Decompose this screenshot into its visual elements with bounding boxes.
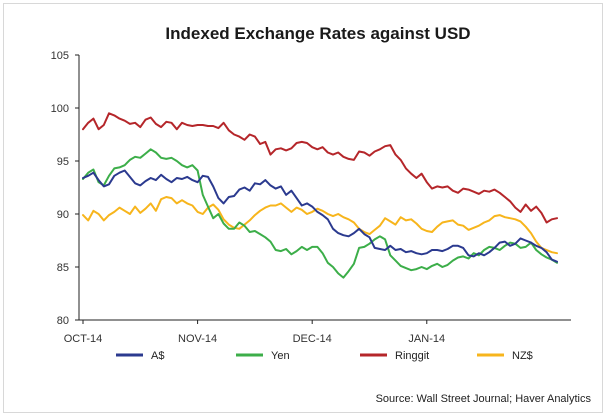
- series-line-nz: [82, 196, 558, 255]
- y-tick-label: 90: [57, 209, 69, 221]
- legend-label-a: A$: [151, 350, 164, 362]
- axes: [78, 55, 571, 321]
- legend-label-yen: Yen: [271, 350, 290, 362]
- x-tick-label: DEC-14: [293, 333, 332, 345]
- series-line-yen: [82, 148, 558, 279]
- y-tick-label: 100: [51, 103, 69, 115]
- y-tick-label: 80: [57, 315, 69, 327]
- y-tick-label: 105: [51, 50, 69, 62]
- x-tick-label: OCT-14: [64, 333, 103, 345]
- source-note: Source: Wall Street Journal; Haver Analy…: [376, 393, 592, 405]
- series-line-a: [82, 169, 558, 263]
- chart-frame: [3, 3, 603, 413]
- chart-title: Indexed Exchange Rates against USD: [165, 24, 470, 43]
- x-tick-label: JAN-14: [408, 333, 445, 345]
- legend-label-ringgit: Ringgit: [395, 350, 429, 362]
- y-tick-labels: 80 85 90 95 100 105: [51, 50, 79, 327]
- legend: A$ Yen Ringgit NZ$: [116, 350, 533, 362]
- y-tick-label: 95: [57, 156, 69, 168]
- x-tick-label: NOV-14: [178, 333, 217, 345]
- series-lines: [82, 112, 558, 279]
- series-line-ringgit: [82, 112, 558, 224]
- legend-label-nz: NZ$: [512, 350, 533, 362]
- y-tick-label: 85: [57, 262, 69, 274]
- x-tick-labels: OCT-14 NOV-14 DEC-14 JAN-14: [64, 320, 445, 345]
